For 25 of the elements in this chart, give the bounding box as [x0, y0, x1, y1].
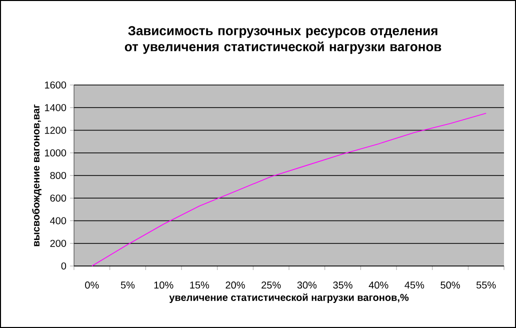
y-tick-label: 0 [61, 262, 66, 270]
y-tick-label: 1600 [45, 81, 66, 89]
y-tick-label: 1200 [45, 126, 66, 134]
x-tick-label: 55% [476, 282, 496, 289]
y-tick-label: 800 [50, 172, 66, 180]
x-tick-label: 5% [120, 282, 135, 289]
x-tick-label: 45% [404, 282, 424, 289]
y-tick-label: 200 [50, 240, 66, 247]
x-axis-title: увеличение статистической нагрузки вагонов,% [169, 293, 409, 303]
chart-title: Зависимость погрузочных ресурсов отделения от увеличения статистической нагрузки вагонов [124, 26, 442, 54]
x-tick-label: 50% [440, 282, 460, 289]
y-axis-title: высвобождение вагонов,ваг [32, 104, 42, 246]
x-tick-label: 25% [262, 282, 281, 289]
x-tick-label: 35% [333, 282, 352, 289]
y-tick-label: 600 [50, 194, 66, 202]
x-tick-label: 10% [154, 282, 174, 289]
x-tick-label: 20% [226, 282, 245, 289]
x-tick-label: 40% [368, 282, 388, 289]
y-tick-label: 1400 [45, 104, 66, 112]
x-tick-label: 30% [297, 282, 317, 289]
y-tick-label: 1000 [45, 149, 66, 156]
x-tick-label: 0% [85, 282, 99, 289]
y-tick-label: 400 [50, 217, 66, 224]
x-tick-label: 15% [190, 282, 210, 289]
line-series [92, 112, 486, 266]
